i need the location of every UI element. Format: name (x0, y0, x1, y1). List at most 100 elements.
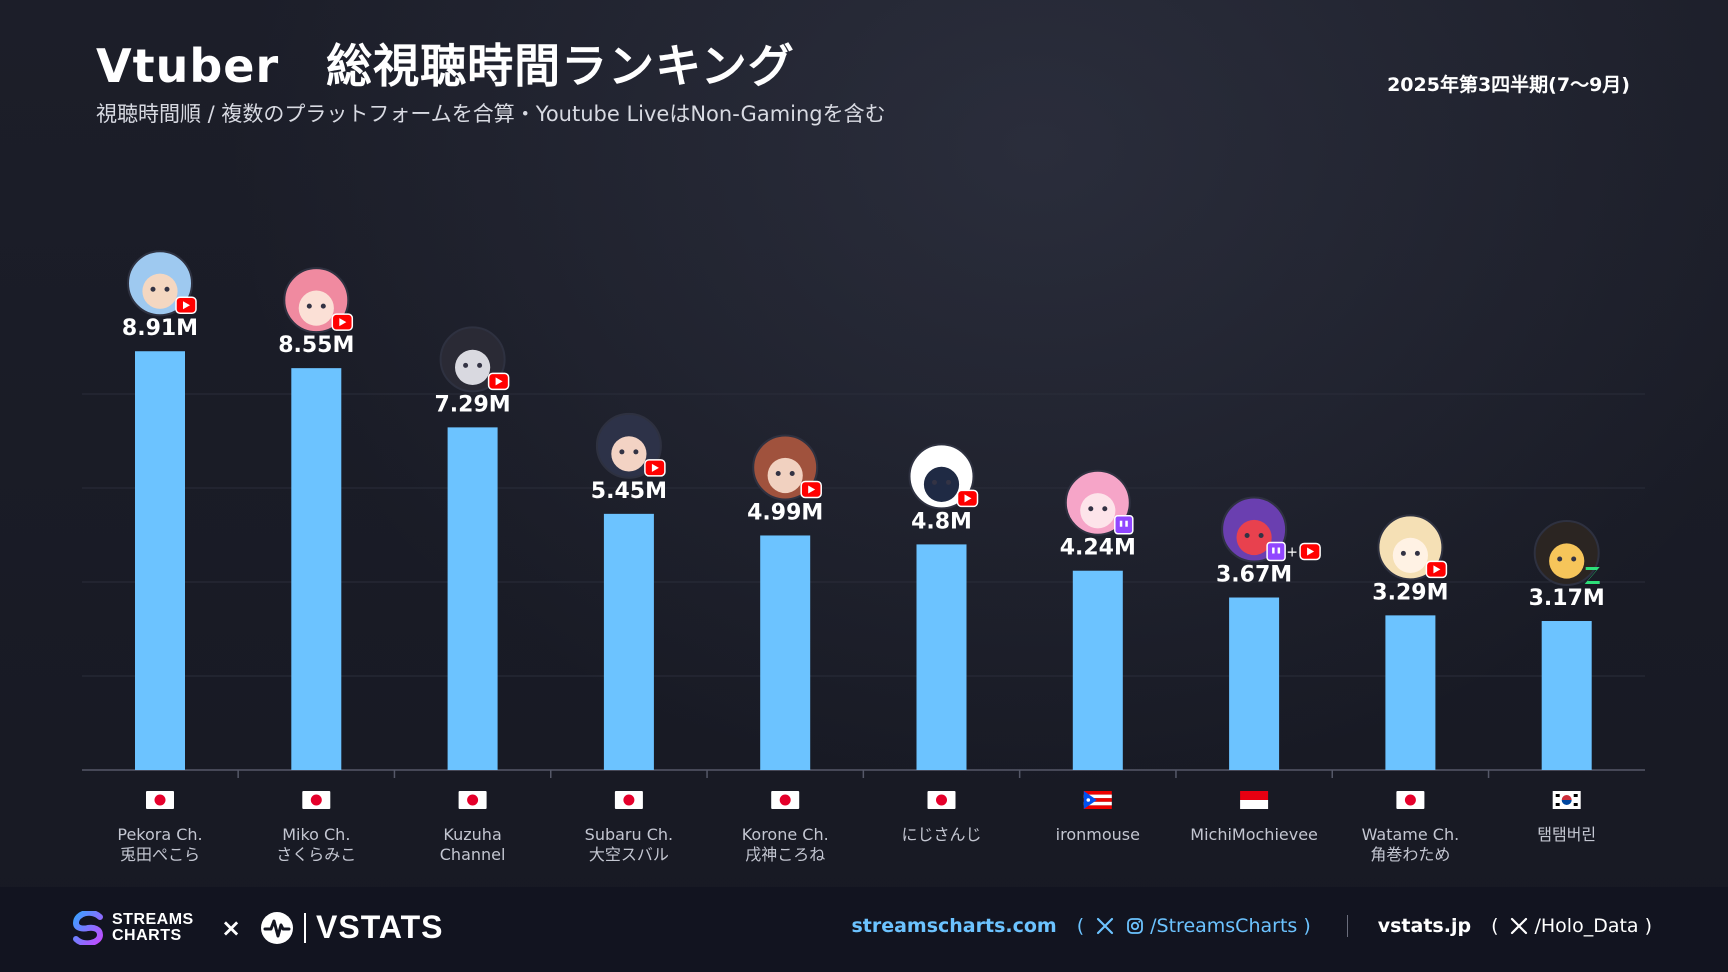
x-logo-icon[interactable] (1096, 917, 1114, 935)
bar-chart: 8.91M Pekora Ch.兎田ぺこら 8.55M Miko Ch.さくらみこ 7.… (82, 250, 1645, 864)
bar[interactable] (291, 368, 342, 770)
puerto-rico-flag-stripe (1083, 801, 1112, 806)
category-label-line: MichiMochievee (1190, 825, 1318, 844)
bar[interactable] (1072, 570, 1123, 770)
platform-youtube-icon-play (964, 494, 972, 503)
bar[interactable] (1229, 597, 1280, 770)
japan-flag-sun (467, 794, 479, 806)
category-label-line: Miko Ch. (282, 825, 350, 844)
bar[interactable] (1541, 621, 1592, 770)
bar[interactable] (135, 351, 185, 770)
page-title: Vtuber 総視聴時間ランキング (96, 39, 795, 93)
avatar-eye (789, 470, 795, 476)
indonesia-flag (1240, 791, 1269, 800)
avatar-eye (633, 449, 639, 455)
category-label: 탬탬버린 (1537, 825, 1596, 844)
avatar-face (142, 273, 178, 309)
close-paren: ) (1644, 915, 1652, 937)
category-label-line: Subaru Ch. (585, 825, 673, 844)
platform-youtube-icon-play (1307, 547, 1315, 556)
south-korea-flag-trigram (1573, 803, 1578, 806)
category-label-line: Pekora Ch. (117, 825, 202, 844)
avatar-eye (619, 449, 625, 455)
category-label: ironmouse (1056, 825, 1140, 844)
platform-zeta-icon (1584, 567, 1600, 585)
page-subtitle: 視聴時間順 / 複数のプラットフォームを合算・Youtube LiveはNon-… (96, 102, 886, 126)
vstats-logo-divider (304, 912, 306, 943)
bar[interactable] (447, 427, 498, 770)
avatar-eye (150, 286, 156, 292)
open-paren: ( (1491, 915, 1499, 937)
japan-flag-sun (154, 794, 166, 806)
platform-youtube-icon-play (183, 301, 190, 310)
south-korea-flag-taeguk (1561, 795, 1572, 800)
bar[interactable] (916, 544, 967, 770)
japan-flag-sun (1404, 794, 1416, 806)
avatar-eye (1400, 550, 1406, 556)
vstats-logo-icon (261, 911, 293, 944)
bar[interactable] (760, 535, 811, 770)
category-label: Kuzuha Channel (440, 825, 506, 864)
japan-flag-sun (623, 794, 635, 806)
south-korea-flag-trigram (1555, 803, 1560, 806)
vstats-logo[interactable]: VSTATS (260, 909, 443, 946)
avatar-face (1549, 543, 1585, 579)
puerto-rico-flag-stripe (1083, 798, 1112, 802)
japan-flag-sun (936, 794, 947, 806)
avatar-eye (1414, 550, 1420, 556)
streamscharts-logo-text: STREAMS CHARTS (112, 912, 194, 944)
period-label: 2025年第3四半期(7〜9月) (1387, 74, 1630, 96)
south-korea-flag-trigram (1573, 794, 1578, 797)
bar-value-label: 8.55M (278, 333, 354, 358)
avatar-face (1392, 537, 1428, 573)
x-logo-icon[interactable] (1510, 917, 1528, 935)
bar[interactable] (603, 513, 654, 770)
avatar-eye (1571, 556, 1577, 562)
category-label-line: Kuzuha (443, 825, 501, 844)
platform-plus: + (1286, 545, 1298, 561)
avatar-eye (1102, 506, 1108, 512)
footer-divider (1346, 915, 1348, 937)
instagram-icon[interactable] (1126, 917, 1144, 935)
category-label-line: 탬탬버린 (1537, 825, 1596, 844)
footer-links: streamscharts.com ( /StreamsCharts ) vst… (851, 915, 1658, 937)
bar-value-label: 5.45M (591, 479, 667, 504)
platform-twitch-icon (1266, 541, 1286, 562)
puerto-rico-flag-triangle (1083, 791, 1097, 809)
south-korea-flag-taeguk (1561, 800, 1572, 805)
platform-twitch-icon-mark (1272, 547, 1275, 554)
platform-twitch-icon-mark (1119, 520, 1123, 527)
category-label: MichiMochievee (1190, 825, 1318, 844)
streamscharts-site-link[interactable]: streamscharts.com (851, 915, 1057, 937)
streamscharts-logo-line: CHARTS (112, 927, 182, 944)
category-label-line: 戌神ころね (745, 845, 825, 864)
platform-twitch-icon-mark (1125, 520, 1128, 527)
avatar-eye (932, 479, 937, 485)
indonesia-flag-bottom (1240, 800, 1269, 809)
category-label-line: 大空スバル (589, 845, 669, 864)
avatar-eye (306, 303, 312, 309)
category-label: Korone Ch.戌神ころね (742, 825, 829, 864)
platform-youtube-icon-play (808, 485, 816, 494)
avatar-eye (1258, 533, 1264, 539)
bar-value-label: 3.29M (1372, 580, 1448, 605)
streamscharts-handle[interactable]: /StreamsCharts (1150, 915, 1298, 937)
vstats-site-link[interactable]: vstats.jp (1377, 915, 1472, 937)
puerto-rico-flag-stripe (1083, 805, 1112, 809)
japan-flag-sun (310, 794, 322, 806)
close-paren: ) (1303, 915, 1311, 937)
streamscharts-logo[interactable]: STREAMS CHARTS (70, 911, 194, 945)
category-label-line: Channel (440, 845, 506, 864)
bar-value-label: 3.17M (1529, 586, 1605, 611)
vstats-logo-text: VSTATS (316, 909, 444, 945)
category-label: にじさんじ (901, 825, 981, 844)
category-label-line: にじさんじ (901, 825, 981, 844)
vstats-handle[interactable]: /Holo_Data (1534, 915, 1639, 937)
south-korea-flag-trigram (1555, 794, 1560, 797)
avatar-eye (1088, 506, 1094, 512)
category-label-line: 角巻わため (1370, 845, 1450, 864)
category-label-line: Watame Ch. (1362, 825, 1460, 844)
bar[interactable] (1385, 615, 1436, 770)
category-label: Watame Ch.角巻わため (1362, 825, 1460, 864)
